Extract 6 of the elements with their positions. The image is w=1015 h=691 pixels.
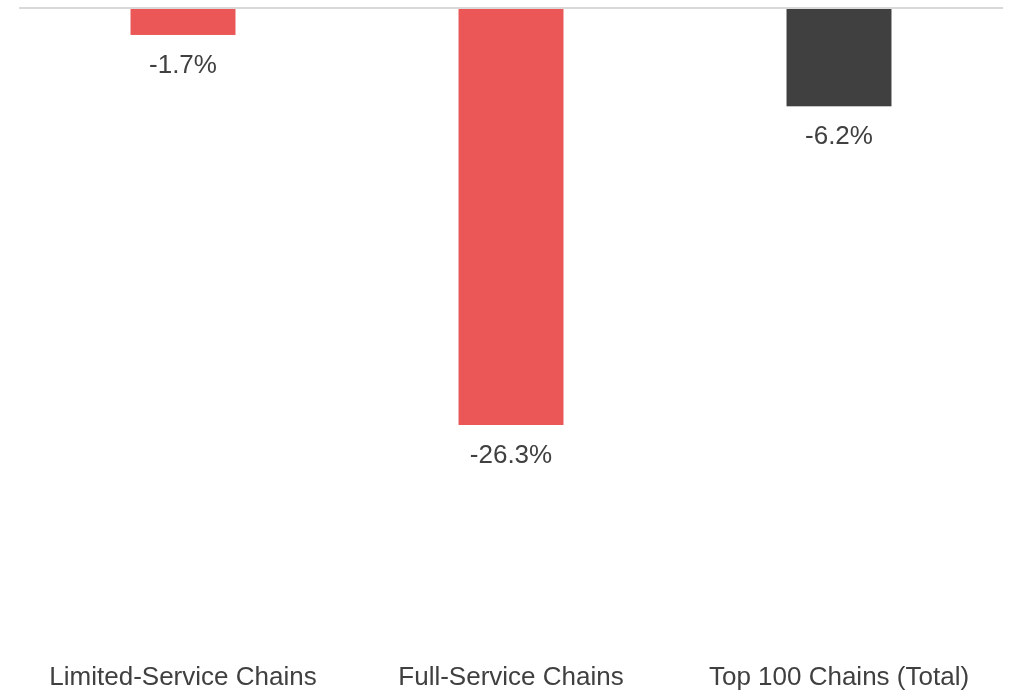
x-tick-label: Limited-Service Chains [49,661,317,691]
data-label: -26.3% [469,439,553,469]
data-label: -6.2% [805,120,873,151]
data-label: -1.7% [149,48,217,79]
x-tick-label: Full-Service Chains [398,661,624,691]
x-tick-label: Top 100 Chains (Total) [708,661,970,691]
